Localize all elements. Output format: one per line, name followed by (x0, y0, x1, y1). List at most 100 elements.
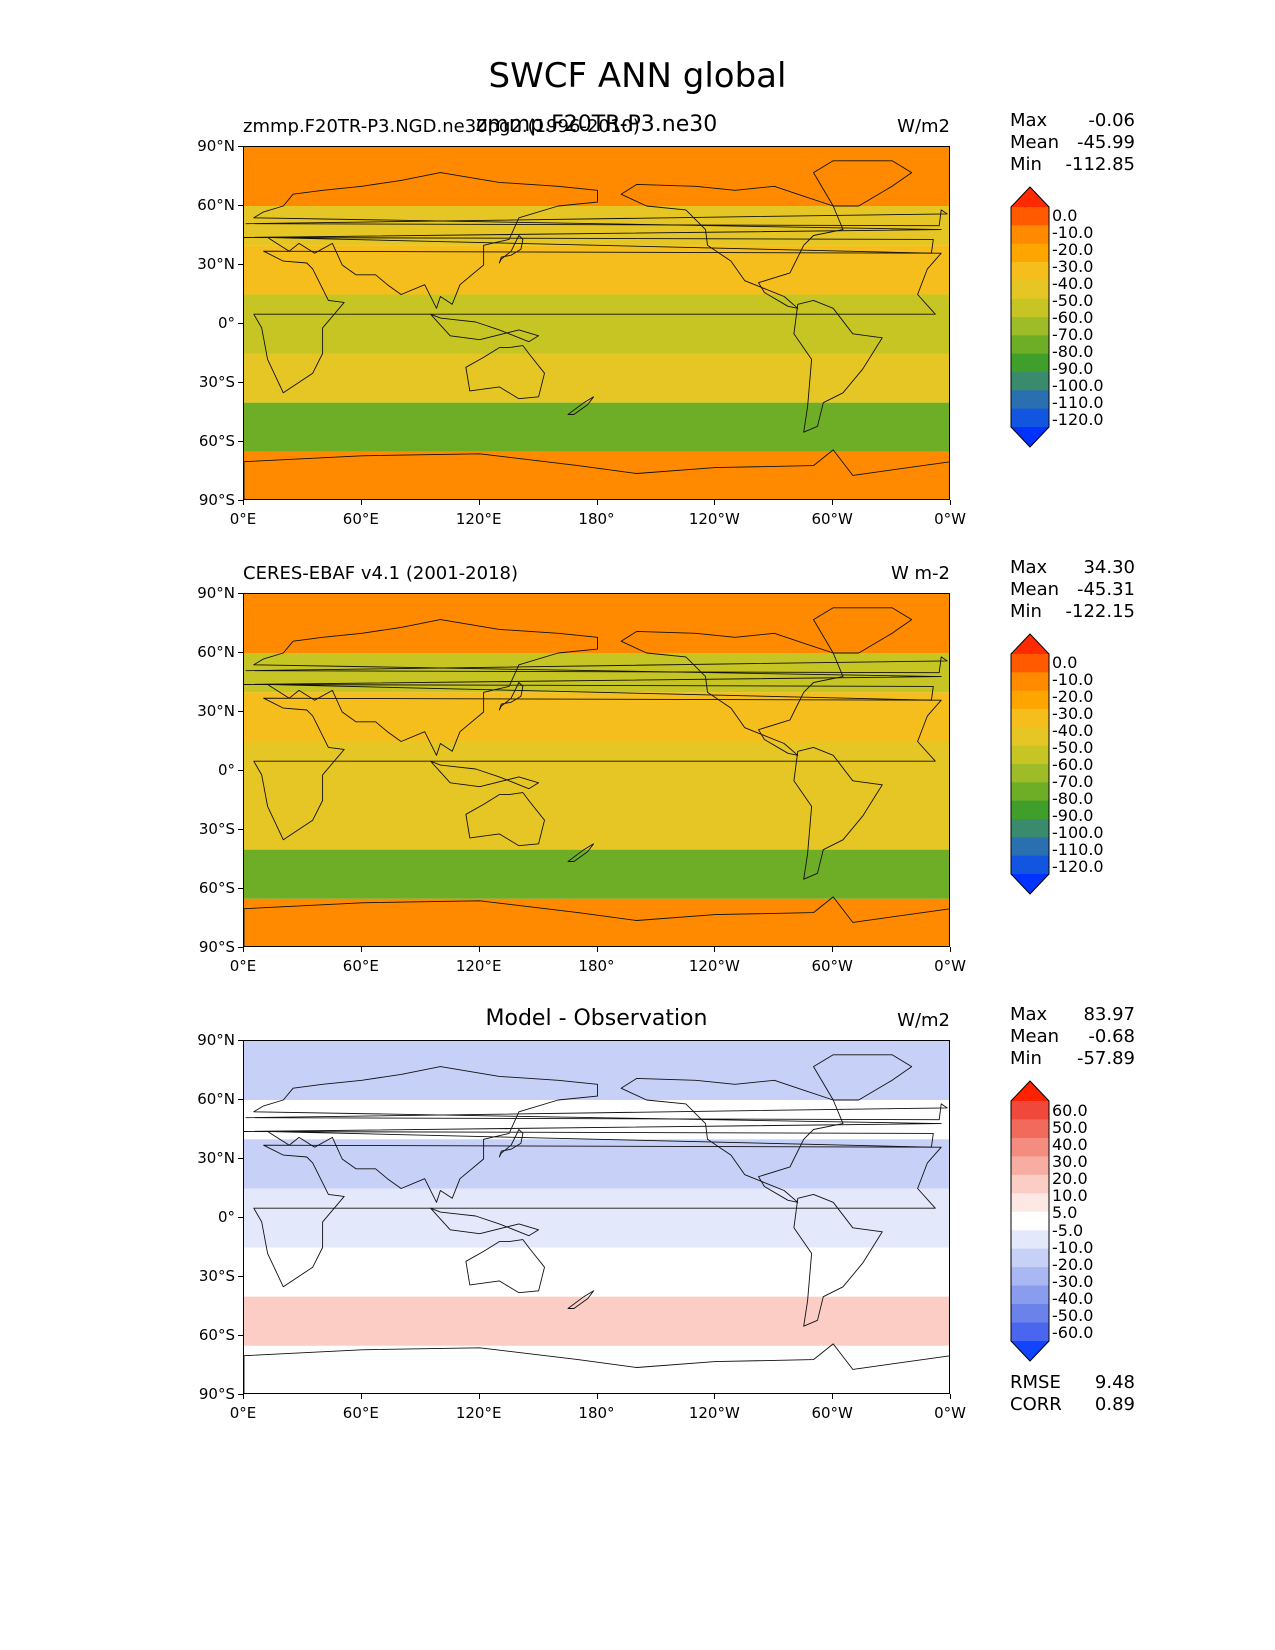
coastline (430, 313, 540, 343)
coastline (244, 172, 942, 309)
x-tick-mark (360, 500, 362, 505)
x-tick-label: 120°E (455, 510, 502, 528)
y-tick-mark (238, 593, 243, 594)
zonal-band (244, 1188, 949, 1248)
colorbar-segment (1011, 654, 1049, 673)
coastline (244, 1343, 949, 1393)
y-tick-mark (238, 1394, 243, 1395)
x-tick-label: 120°W (688, 957, 740, 975)
x-tick-mark (950, 500, 951, 505)
x-tick-mark (478, 947, 480, 952)
colorbar-segment (1011, 800, 1049, 820)
colorbar-segment (1011, 1119, 1049, 1139)
colorbar-label: -100.0 (1052, 822, 1104, 842)
y-tick-mark (238, 1217, 243, 1218)
colorbar-label: 0.0 (1052, 653, 1078, 673)
x-tick-mark (243, 500, 244, 505)
colorbar-label: -90.0 (1052, 805, 1094, 825)
y-tick-mark (238, 1276, 243, 1277)
y-tick-mark (238, 652, 243, 653)
coastline (245, 1103, 948, 1121)
colorbar-segment (1011, 1137, 1049, 1157)
colorbar-label: -30.0 (1052, 257, 1094, 277)
zonal-band (244, 1041, 949, 1100)
colorbar-label: -50.0 (1052, 291, 1094, 311)
colorbar-outline (1010, 633, 1050, 895)
units-label: W/m2 (897, 1010, 950, 1031)
stat-label: Max (1010, 1004, 1048, 1025)
coastline (498, 682, 524, 711)
stat-row: Mean -0.68 (1010, 1026, 1135, 1048)
y-tick-mark (238, 382, 243, 383)
coastline (813, 160, 913, 207)
colorbar-extend-bottom (1011, 427, 1049, 447)
stat-row: Min -122.15 (1010, 601, 1135, 623)
colorbar-segment (1011, 745, 1049, 765)
stat-value: 34.30 (1083, 557, 1135, 578)
colorbar-segment (1011, 782, 1049, 802)
coastline (498, 1129, 524, 1158)
colorbar-segment (1011, 1156, 1049, 1176)
x-tick-mark (478, 1394, 480, 1399)
coastline (567, 1290, 595, 1309)
stat-label: Mean (1010, 579, 1060, 600)
stats-box: Max -0.06 Mean -45.99 Min -112.85 (1010, 110, 1135, 176)
colorbar-segment (1011, 1304, 1049, 1324)
map-svg (244, 147, 949, 499)
stat-value: -57.89 (1076, 1048, 1135, 1069)
panel-center-title: Model - Observation (485, 1006, 708, 1031)
colorbar-label: 10.0 (1052, 1186, 1088, 1206)
map-plot (243, 146, 950, 500)
colorbar-label: -20.0 (1052, 687, 1094, 707)
x-tick-label: 0°W (934, 510, 966, 528)
colorbar-label: -40.0 (1052, 274, 1094, 294)
y-tick-mark (238, 205, 243, 206)
y-tick-label: 60°S (198, 432, 235, 450)
colorbar-segment (1011, 855, 1049, 875)
x-tick-label: 60°W (811, 957, 853, 975)
x-tick-label: 60°E (342, 1404, 379, 1422)
coastline (245, 209, 948, 227)
coastline (813, 1054, 913, 1101)
stat-row: Mean -45.99 (1010, 132, 1135, 154)
colorbar-segment (1011, 1193, 1049, 1213)
zonal-band (244, 1345, 949, 1393)
coastline (465, 1239, 545, 1294)
colorbar-segment (1011, 1230, 1049, 1250)
stat-row: Max -0.06 (1010, 110, 1135, 132)
coastline (793, 1193, 883, 1327)
panel-left-title: CERES-EBAF v4.1 (2001-2018) (243, 563, 519, 584)
colorbar-segment (1011, 335, 1049, 355)
coastline (813, 607, 913, 654)
colorbar-label: 5.0 (1052, 1203, 1078, 1223)
units-label: W/m2 (897, 116, 950, 137)
colorbar-label: -40.0 (1052, 1289, 1094, 1309)
zonal-band (244, 1247, 949, 1297)
figure-title: SWCF ANN global (488, 56, 787, 96)
colorbar-segment (1011, 262, 1049, 281)
stat-label: Min (1010, 1048, 1042, 1069)
colorbar-segment (1011, 690, 1049, 710)
metric-label: RMSE (1010, 1372, 1061, 1393)
y-tick-label: 60°N (197, 643, 235, 661)
coastline (245, 656, 948, 674)
coastline (465, 792, 545, 847)
colorbar-label: -110.0 (1052, 839, 1104, 859)
coastline (253, 250, 942, 394)
colorbar-segment (1011, 1322, 1049, 1342)
x-tick-label: 60°W (811, 1404, 853, 1422)
y-tick-label: 60°S (198, 879, 235, 897)
stat-label: Min (1010, 154, 1042, 175)
panel-center-title: zmmp.F20TR-P3.ne30 (475, 112, 718, 137)
y-tick-mark (238, 1040, 243, 1041)
coastline (498, 235, 524, 264)
stat-value: 83.97 (1083, 1004, 1135, 1025)
y-tick-label: 30°S (198, 1267, 235, 1285)
stat-label: Max (1010, 557, 1048, 578)
x-tick-label: 0°E (229, 957, 257, 975)
colorbar-label: -10.0 (1052, 223, 1094, 243)
colorbar-label: 30.0 (1052, 1152, 1088, 1171)
y-tick-mark (238, 441, 243, 442)
coastline (244, 896, 949, 946)
stat-row: Max 34.30 (1010, 557, 1135, 579)
